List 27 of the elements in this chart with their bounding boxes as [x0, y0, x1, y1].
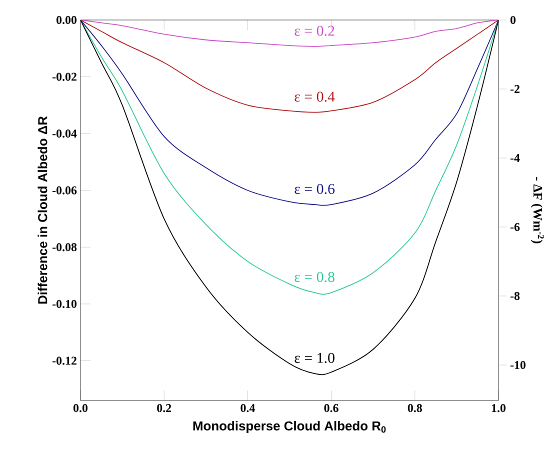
x-tick-label: 1.0 [492, 404, 506, 412]
x-tick-label: 0.8 [408, 404, 422, 412]
series-label: ε = 0.8 [294, 272, 334, 282]
y-tick-label: -0.02 [52, 72, 76, 81]
y2-tick-label: -6 [510, 222, 520, 231]
x-tick-label: 0.4 [240, 404, 255, 412]
y-tick-label: -0.12 [52, 356, 76, 365]
y-tick-label: 0.00 [56, 16, 77, 24]
x-tick-label: 0.6 [324, 404, 338, 412]
x-tick-label: 0.2 [157, 404, 172, 412]
y2-tick-label: -10 [510, 360, 526, 369]
series-label: ε = 1.0 [294, 352, 334, 364]
x-axis-title: Monodisperse Cloud Albedo R$_{0}$ [193, 420, 386, 434]
y2-axis-title: - ΔF (Wm$^{-2}$) [530, 177, 544, 244]
y2-tick-label: 0 [510, 16, 516, 24]
y-tick-label: -0.06 [52, 186, 77, 194]
series-label: ε = 0.6 [294, 184, 335, 194]
x-tick-label: 0.0 [73, 404, 88, 412]
y-axis-title: Difference in Cloud Albedo ΔR [38, 116, 48, 304]
y2-tick-label: -8 [510, 292, 520, 300]
y-tick-label: -0.08 [52, 243, 77, 252]
y-tick-label: -0.10 [52, 300, 77, 308]
series-label: ε = 0.2 [294, 26, 334, 36]
y-tick-label: -0.04 [52, 130, 77, 138]
y2-tick-label: -4 [510, 154, 520, 162]
y2-tick-label: -2 [510, 85, 520, 93]
series-label: ε = 0.4 [294, 92, 335, 102]
